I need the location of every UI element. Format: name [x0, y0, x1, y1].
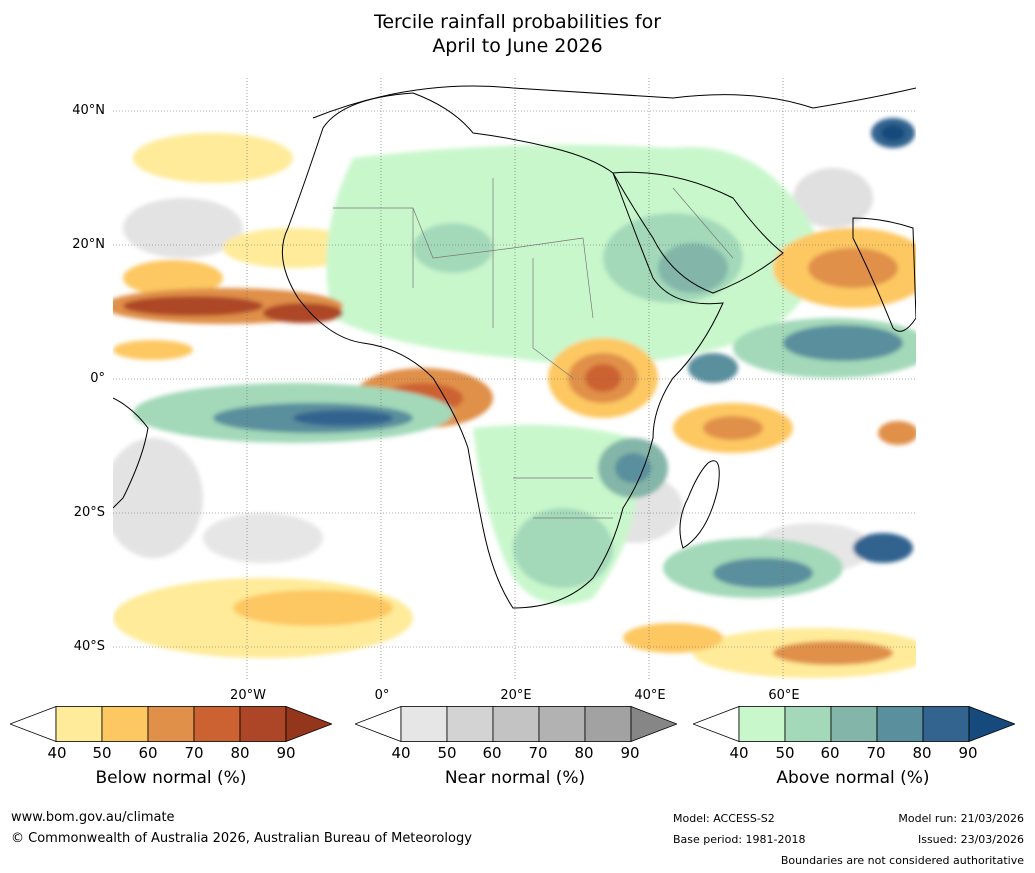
cbar2-box-2 [830, 706, 878, 742]
lat-label-20n: 20°N [72, 237, 105, 252]
cbar1-arrow-high [630, 706, 677, 742]
cbar0-tick-90: 90 [276, 744, 296, 762]
footer-copyright: © Commonwealth of Australia 2026, Austra… [11, 831, 472, 846]
rainfall-probability-map [113, 78, 916, 680]
cbar2-tick-60: 60 [820, 744, 840, 762]
cbar1-tick-80: 80 [574, 744, 594, 762]
probability-shading [113, 118, 916, 678]
cbar2-arrow-high [968, 706, 1015, 742]
lat-label-40s: 40°S [73, 639, 105, 654]
cbar0-box-1 [101, 706, 149, 742]
lat-label-20s: 20°S [73, 505, 105, 520]
cbar0-arrow-low [10, 706, 57, 742]
footer-model: Model: ACCESS-S2 [673, 812, 775, 825]
country-borders [333, 178, 734, 519]
lon-label-20e: 20°E [500, 688, 532, 703]
lat-label-40n: 40°N [72, 103, 105, 118]
cbar1-box-0 [400, 706, 448, 742]
cbar2-tick-50: 50 [775, 744, 795, 762]
cbar0-box-0 [55, 706, 103, 742]
cbar2-tick-40: 40 [729, 744, 749, 762]
cbar1-tick-40: 40 [391, 744, 411, 762]
cbar0-arrow-high [285, 706, 332, 742]
arabia-coastline [612, 171, 784, 294]
cbar1-tick-70: 70 [528, 744, 548, 762]
cbar2-box-0 [738, 706, 786, 742]
africa-coastline [281, 92, 724, 609]
cbar0-tick-70: 70 [184, 744, 204, 762]
lon-label-40e: 40°E [634, 688, 666, 703]
colorbar-above-normal-title: Above normal (%) [776, 768, 930, 788]
colorbar-above-normal [693, 706, 1015, 742]
cbar2-tick-80: 80 [912, 744, 932, 762]
madagascar-coastline [679, 460, 720, 549]
colorbar-near-normal-title: Near normal (%) [444, 768, 586, 788]
cbar0-box-4 [239, 706, 287, 742]
lat-label-0: 0° [90, 371, 105, 386]
cbar1-tick-90: 90 [620, 744, 640, 762]
cbar0-tick-50: 50 [92, 744, 112, 762]
cbar2-tick-90: 90 [958, 744, 978, 762]
colorbar-below-normal [10, 706, 332, 742]
colorbar-near-normal [355, 706, 677, 742]
cbar0-box-3 [193, 706, 241, 742]
map-title: Tercile rainfall probabilities for April… [0, 10, 1035, 58]
cbar0-tick-40: 40 [47, 744, 67, 762]
footer-model-run: Model run: 21/03/2026 [898, 812, 1024, 825]
cbar1-box-1 [446, 706, 494, 742]
footer-issued: Issued: 23/03/2026 [917, 833, 1024, 846]
lon-label-20w: 20°W [230, 688, 266, 703]
title-line-2: April to June 2026 [432, 35, 603, 57]
europe-coastline [312, 85, 916, 119]
footer-disclaimer: Boundaries are not considered authoritat… [780, 854, 1024, 867]
colorbar-below-normal-title: Below normal (%) [95, 768, 247, 788]
south-america-coastline [113, 397, 149, 509]
coastlines [113, 85, 916, 609]
cbar1-box-2 [492, 706, 540, 742]
cbar0-box-2 [147, 706, 195, 742]
lon-label-60e: 60°E [768, 688, 800, 703]
cbar1-arrow-low [355, 706, 402, 742]
lon-label-0: 0° [374, 688, 390, 703]
cbar1-box-4 [584, 706, 632, 742]
cbar2-box-3 [876, 706, 924, 742]
footer-website: www.bom.gov.au/climate [11, 810, 175, 825]
cbar2-tick-70: 70 [866, 744, 886, 762]
cbar0-tick-60: 60 [138, 744, 158, 762]
title-line-1: Tercile rainfall probabilities for [373, 11, 662, 33]
cbar2-arrow-low [693, 706, 740, 742]
cbar2-box-4 [922, 706, 970, 742]
cbar1-tick-60: 60 [482, 744, 502, 762]
cbar0-tick-80: 80 [230, 744, 250, 762]
india-coastline [852, 217, 916, 332]
footer-base-period: Base period: 1981-2018 [673, 833, 806, 846]
cbar1-tick-50: 50 [437, 744, 457, 762]
cbar1-box-3 [538, 706, 586, 742]
graticule [113, 78, 916, 680]
cbar2-box-1 [784, 706, 832, 742]
